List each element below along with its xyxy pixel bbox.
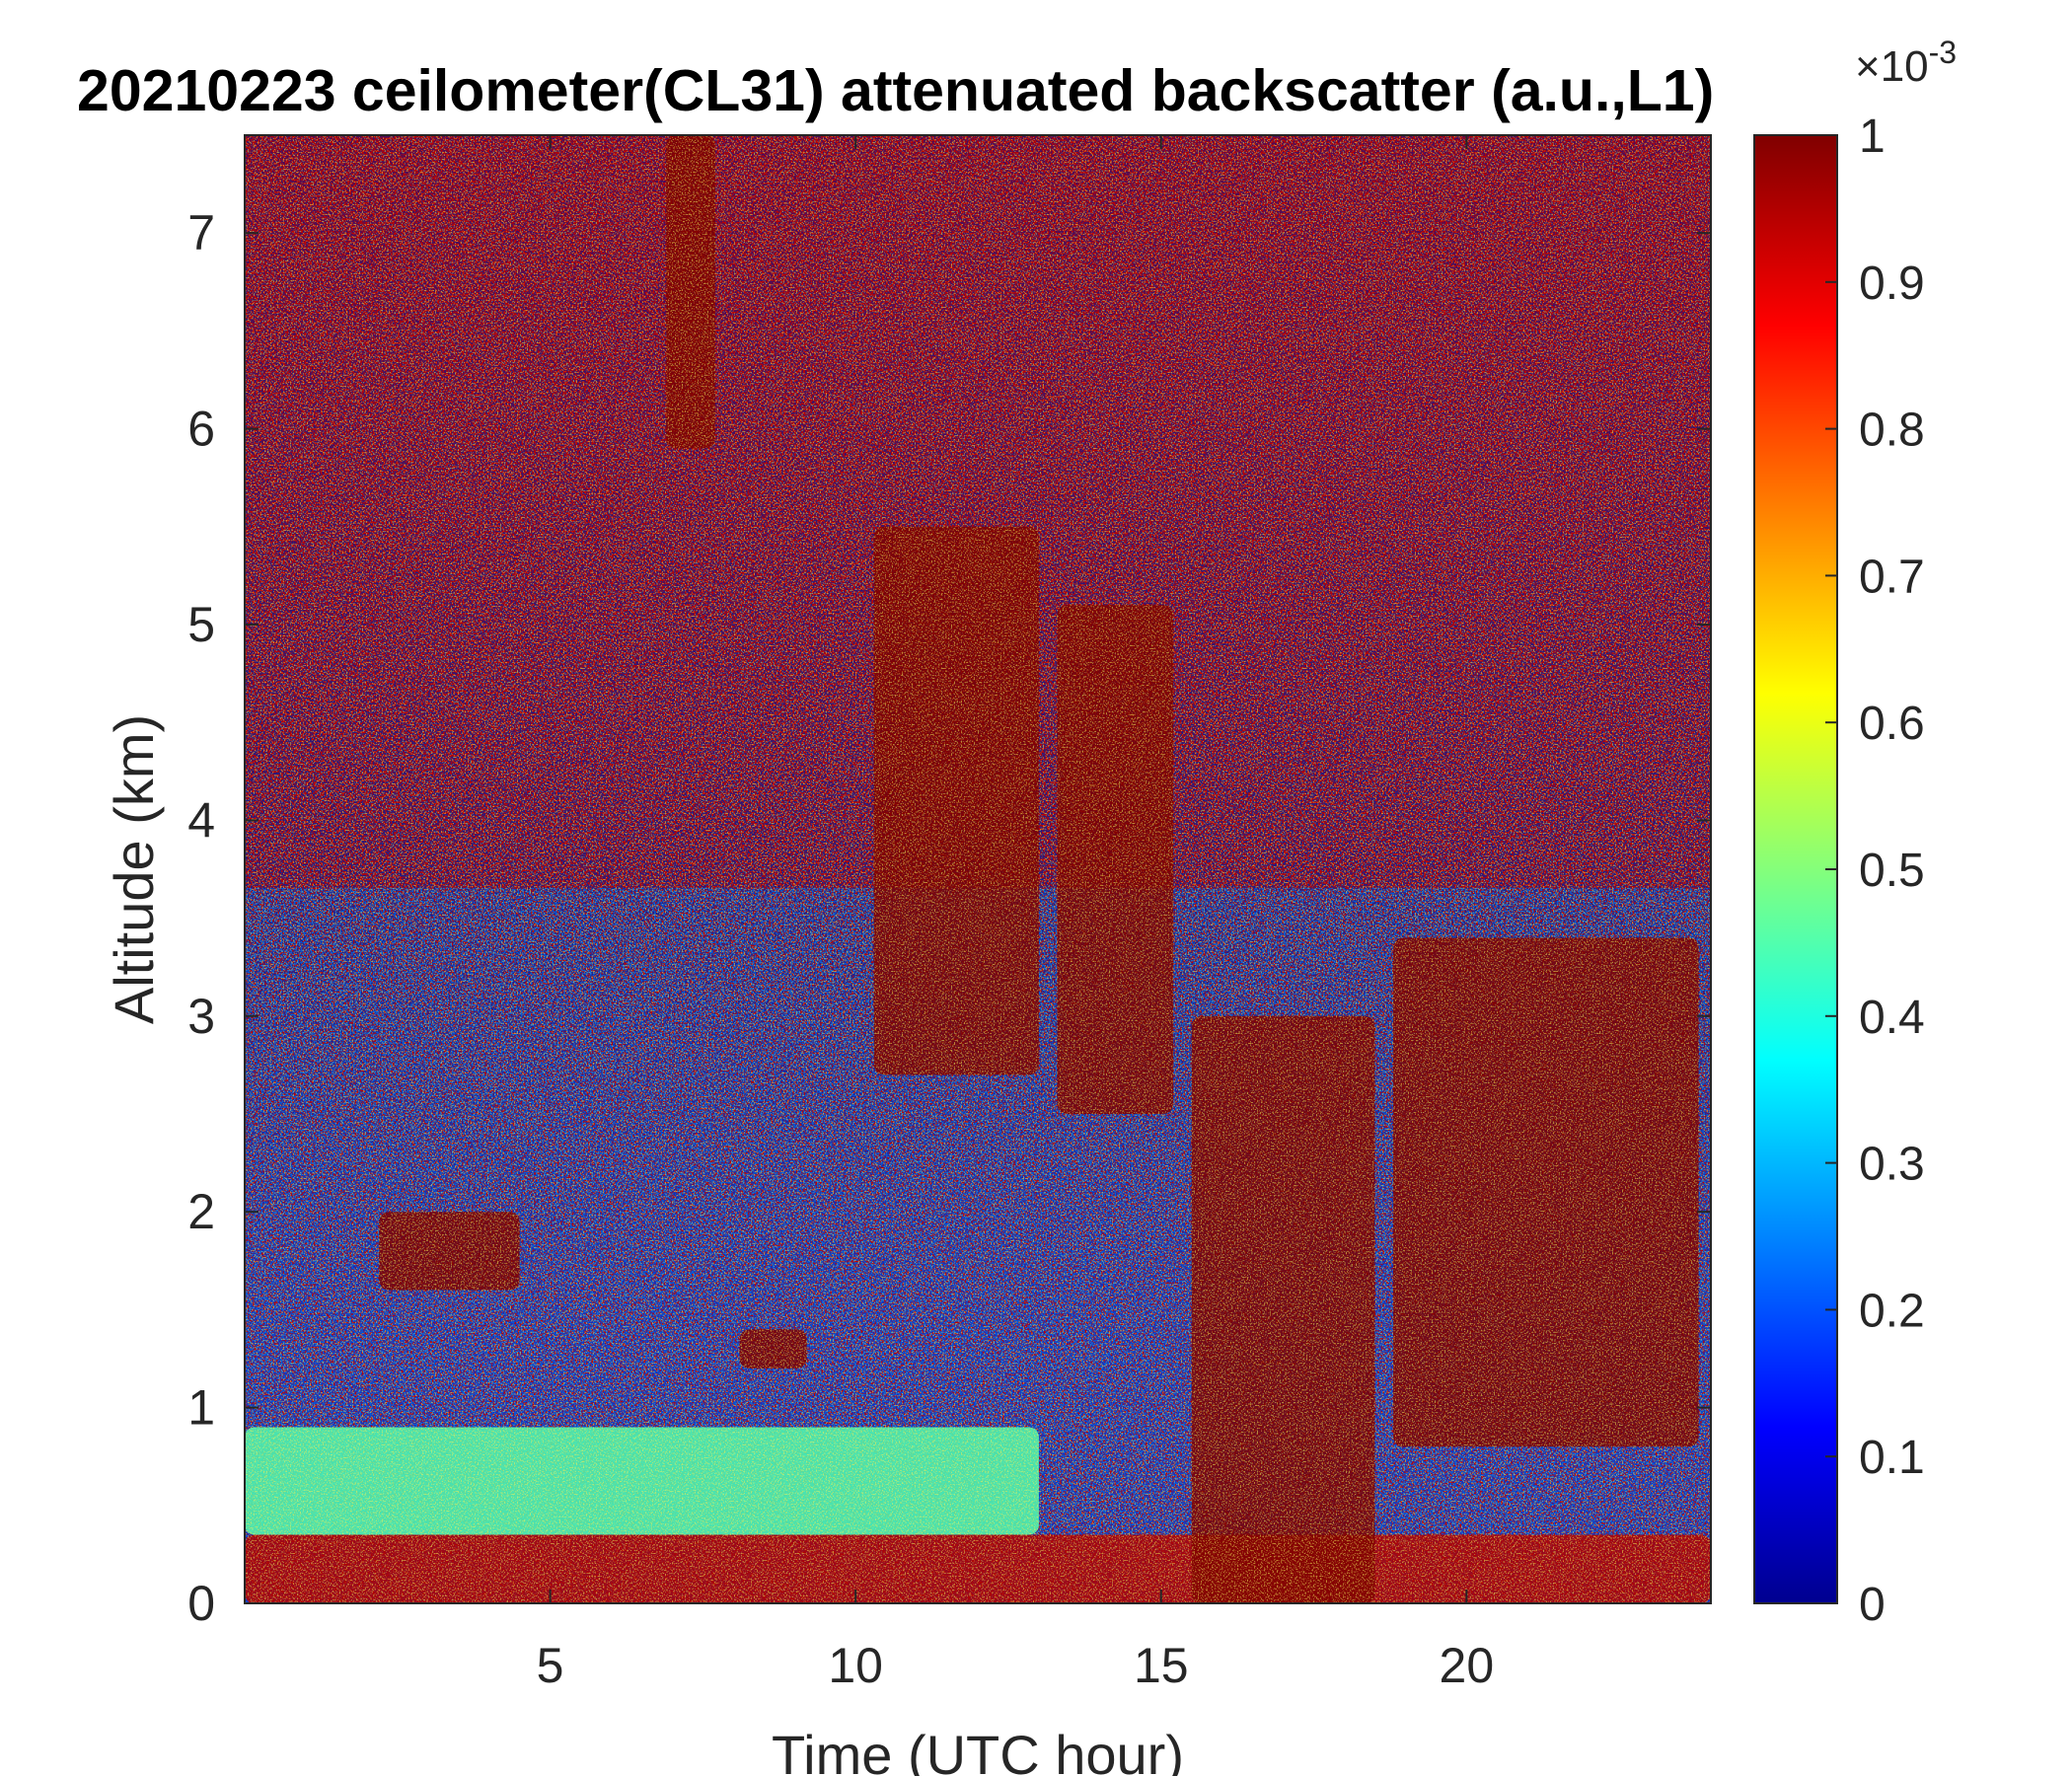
colorbar-exponent-label: ×10-3 [1855,35,1957,91]
chart-title: 20210223 ceilometer(CL31) attenuated bac… [77,58,1715,123]
colorbar-gradient [1753,134,1838,1604]
y-tick-label: 5 [187,597,215,652]
colorbar-tick-label: 0.7 [1859,551,1925,603]
x-axis-label: Time (UTC hour) [772,1724,1184,1776]
colorbar-tick-label: 0.4 [1859,992,1925,1044]
colorbar-tick-label: 0.5 [1859,845,1925,897]
colorbar-tick-label: 0 [1859,1579,1886,1631]
x-axis-ticks: 5 10 15 20 [537,135,1494,1693]
x-tick-label: 10 [828,1638,883,1693]
colorbar-ticks: 0 0.1 0.2 0.3 0.4 0.5 0.6 0.7 0.8 0.9 1 [1825,111,1925,1631]
y-tick-label: 6 [187,402,215,457]
y-tick-label: 1 [187,1380,215,1436]
colorbar-tick-label: 0.1 [1859,1432,1925,1484]
y-tick-label: 2 [187,1184,215,1239]
y-tick-label: 7 [187,205,215,260]
colorbar-tick-label: 0.3 [1859,1139,1925,1191]
colorbar-exponent-base: ×10 [1855,42,1929,91]
colorbar-tick-label: 0.9 [1859,258,1925,310]
colorbar-tick-label: 1 [1859,111,1886,163]
colorbar: 0 0.1 0.2 0.3 0.4 0.5 0.6 0.7 0.8 0.9 1 ×10-3 [1753,35,1957,1631]
colorbar-tick-label: 0.8 [1859,405,1925,457]
y-tick-label: 4 [187,792,215,848]
x-tick-label: 5 [537,1638,564,1693]
plot-area [244,134,1712,1604]
y-axis-label: Altitude (km) [103,714,165,1024]
colorbar-exponent-power: -3 [1929,35,1957,70]
y-tick-label: 0 [187,1576,215,1631]
colorbar-tick-label: 0.2 [1859,1285,1925,1337]
y-axis-ticks: 0 1 2 3 4 5 6 7 [187,205,1711,1631]
y-tick-label: 3 [187,989,215,1044]
colorbar-tick-label: 0.6 [1859,698,1925,750]
x-tick-label: 20 [1440,1638,1495,1693]
x-tick-label: 15 [1134,1638,1189,1693]
